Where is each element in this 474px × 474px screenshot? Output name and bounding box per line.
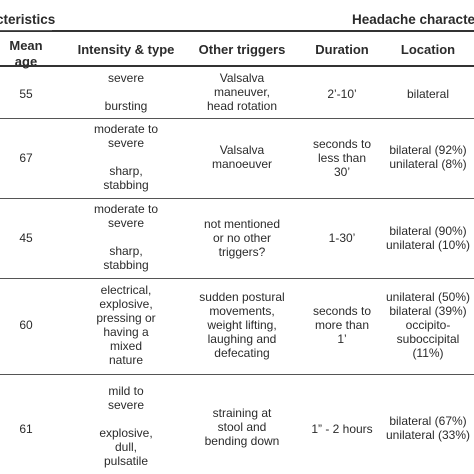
row3-intensity-line: moderate to: [93, 202, 159, 216]
col-header-location: Location: [400, 42, 456, 57]
row4-duration-line: 1’: [337, 332, 347, 346]
row1-intensity: severe bursting: [64, 71, 188, 113]
row3-intensity-line: sharp,: [109, 244, 143, 258]
row3-trigger-line: not mentioned: [203, 217, 281, 231]
row5-triggers: straining at stool and bending down: [178, 406, 306, 448]
row2-trigger-line: Valsalva: [219, 143, 265, 157]
row2-trigger-line: manoeuver: [211, 157, 273, 171]
row-divider: [0, 198, 474, 199]
row4-intensity-line: electrical,: [100, 283, 152, 297]
row2-intensity: moderate to severe sharp, stabbing: [64, 122, 188, 192]
row4-intensity: electrical, explosive, pressing or havin…: [64, 283, 188, 367]
row1-intensity-top: severe: [107, 71, 145, 85]
row3-age: 45: [19, 231, 33, 245]
col-header-duration: Duration: [315, 42, 369, 57]
row1-triggers: Valsalva maneuver, head rotation: [178, 71, 306, 113]
row1-trigger-line: maneuver,: [213, 85, 271, 99]
row4-intensity-line: having a: [103, 325, 149, 339]
row1-duration: 2’-10’: [327, 87, 357, 101]
row4-intensity-line: pressing or: [96, 311, 156, 325]
row4-trigger-line: weight lifting,: [207, 318, 277, 332]
row2-duration-line: seconds to: [312, 137, 372, 151]
header-rule-top: [0, 30, 474, 32]
row-divider: [0, 374, 474, 375]
row5-intensity-line: mild to: [108, 384, 144, 398]
row4-age: 60: [19, 318, 33, 332]
row3-location-line: unilateral (10%): [385, 238, 471, 252]
group-header-right: Headache characteris: [352, 12, 474, 27]
row4-location-line: bilateral (39%): [389, 304, 467, 318]
row2-location-line: bilateral (92%): [389, 143, 467, 157]
row3-triggers: not mentioned or no other triggers?: [178, 217, 306, 259]
group-header-left: cteristics: [0, 12, 56, 27]
row4-location: unilateral (50%) bilateral (39%) occipit…: [378, 290, 474, 360]
row5-location: bilateral (67%) unilateral (33%): [378, 414, 474, 442]
col-header-mean-age-line1: Mean: [9, 38, 43, 53]
row5-intensity-line: explosive,: [99, 426, 153, 440]
row3-intensity-line: severe: [107, 216, 145, 230]
col-header-mean-age-line2: age: [14, 54, 38, 69]
row4-trigger-line: sudden postural: [199, 290, 285, 304]
row3-trigger-line: triggers?: [218, 245, 266, 259]
header-rule-bottom: [0, 65, 474, 67]
row5-location-line: bilateral (67%): [389, 414, 467, 428]
row1-age: 55: [19, 87, 33, 101]
row2-age: 67: [19, 151, 33, 165]
row2-duration-line: less than: [317, 151, 367, 165]
row4-triggers: sudden postural movements, weight liftin…: [178, 290, 306, 360]
row4-location-line: suboccipital: [396, 332, 460, 346]
row3-location-line: bilateral (90%): [389, 224, 467, 238]
row5-trigger-line: stool and: [217, 420, 267, 434]
row4-intensity-line: nature: [108, 353, 144, 367]
row2-intensity-line: severe: [107, 136, 145, 150]
row2-intensity-line: moderate to: [93, 122, 159, 136]
row3-intensity: moderate to severe sharp, stabbing: [64, 202, 188, 272]
row5-intensity: mild to severe explosive, dull, pulsatil…: [64, 384, 188, 468]
col-header-intensity: Intensity & type: [77, 42, 175, 57]
row4-duration-line: more than: [314, 318, 370, 332]
row3-duration: 1-30’: [328, 231, 356, 245]
row5-intensity-line: dull,: [114, 440, 137, 454]
row-divider: [0, 118, 474, 119]
row5-trigger-line: bending down: [204, 434, 280, 448]
row3-location: bilateral (90%) unilateral (10%): [378, 224, 474, 252]
row4-duration-line: seconds to: [312, 304, 372, 318]
row5-location-line: unilateral (33%): [385, 428, 471, 442]
col-header-triggers: Other triggers: [198, 42, 286, 57]
row4-intensity-line: mixed: [109, 339, 142, 353]
row4-intensity-line: explosive,: [99, 297, 153, 311]
row1-intensity-bottom: bursting: [104, 99, 148, 113]
row2-duration: seconds to less than 30’: [296, 137, 388, 179]
row2-triggers: Valsalva manoeuver: [178, 143, 306, 171]
row5-intensity-line: pulsatile: [103, 454, 149, 468]
row4-duration: seconds to more than 1’: [296, 304, 388, 346]
row1-trigger-line: head rotation: [206, 99, 278, 113]
row4-trigger-line: laughing and: [207, 332, 277, 346]
row2-location-line: unilateral (8%): [389, 157, 467, 171]
row4-location-line: (11%): [412, 346, 444, 360]
group-rule: [0, 30, 52, 31]
row2-duration-line: 30’: [333, 165, 350, 179]
row3-intensity-line: stabbing: [103, 258, 149, 272]
row2-location: bilateral (92%) unilateral (8%): [378, 143, 474, 171]
row3-trigger-line: or no other: [212, 231, 272, 245]
row4-trigger-line: movements,: [209, 304, 275, 318]
row5-duration: 1” - 2 hours: [311, 422, 373, 436]
row5-trigger-line: straining at: [212, 406, 272, 420]
row-divider: [0, 278, 474, 279]
row2-intensity-line: sharp,: [109, 164, 143, 178]
row2-intensity-line: stabbing: [103, 178, 149, 192]
row5-intensity-line: severe: [107, 398, 145, 412]
row5-age: 61: [19, 422, 33, 436]
row4-trigger-line: defecating: [214, 346, 270, 360]
row4-location-line: unilateral (50%): [385, 290, 471, 304]
row1-location: bilateral: [406, 87, 450, 101]
row4-location-line: occipito-: [405, 318, 451, 332]
row1-trigger-line: Valsalva: [219, 71, 265, 85]
